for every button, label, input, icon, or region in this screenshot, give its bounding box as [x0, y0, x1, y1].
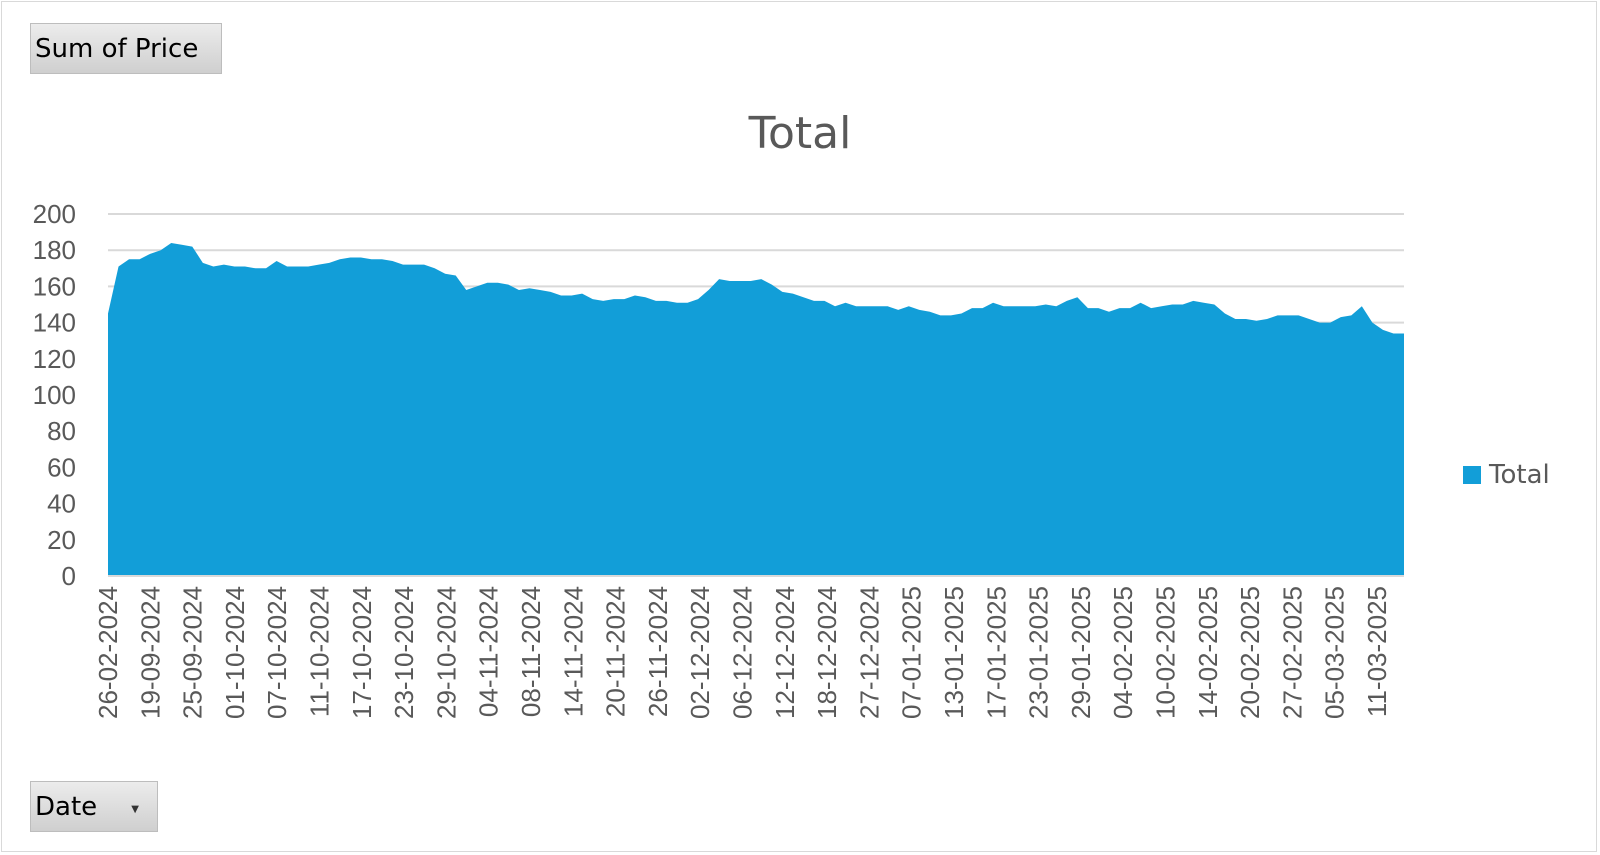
x-tick-label: 11-10-2024 — [305, 586, 335, 717]
x-tick-label: 17-10-2024 — [347, 586, 377, 719]
y-tick-label: 60 — [47, 452, 76, 482]
area-series-total — [108, 242, 1404, 576]
x-tick-label: 07-01-2025 — [897, 586, 927, 719]
x-tick-label: 29-01-2025 — [1066, 586, 1096, 719]
x-tick-label: 26-02-2024 — [93, 586, 123, 719]
x-tick-label: 04-11-2024 — [474, 586, 504, 717]
x-tick-label: 26-11-2024 — [643, 586, 673, 717]
y-tick-label: 40 — [47, 489, 76, 519]
y-tick-label: 140 — [33, 308, 76, 338]
y-tick-label: 0 — [62, 561, 76, 591]
y-tick-label: 200 — [33, 199, 76, 229]
x-tick-label: 27-12-2024 — [854, 586, 884, 719]
x-tick-label: 14-02-2025 — [1193, 586, 1223, 719]
x-tick-label: 20-11-2024 — [601, 586, 631, 717]
x-tick-label: 08-11-2024 — [516, 586, 546, 717]
x-tick-label: 13-01-2025 — [939, 586, 969, 719]
y-tick-label: 160 — [33, 271, 76, 301]
y-tick-label: 120 — [33, 344, 76, 374]
legend-swatch — [1463, 466, 1481, 484]
legend-label: Total — [1489, 460, 1550, 490]
x-tick-label: 02-12-2024 — [685, 586, 715, 719]
legend: Total — [1463, 460, 1550, 490]
x-tick-label: 23-01-2025 — [1024, 586, 1054, 719]
axis-field-button[interactable]: Date ▼ — [30, 781, 158, 832]
x-tick-label: 23-10-2024 — [389, 586, 419, 719]
chevron-down-icon[interactable]: ▼ — [131, 804, 139, 815]
y-tick-label: 100 — [33, 380, 76, 410]
x-tick-label: 05-03-2025 — [1320, 586, 1350, 719]
x-tick-label: 10-02-2025 — [1151, 586, 1181, 719]
y-tick-label: 180 — [33, 235, 76, 265]
x-tick-label: 18-12-2024 — [812, 586, 842, 719]
x-tick-label: 14-11-2024 — [558, 586, 588, 717]
x-tick-label: 29-10-2024 — [431, 586, 461, 719]
x-tick-label: 12-12-2024 — [770, 586, 800, 719]
value-field-button[interactable]: Sum of Price — [30, 23, 222, 74]
x-tick-label: 25-09-2024 — [178, 586, 208, 719]
y-tick-label: 20 — [47, 525, 76, 555]
x-tick-label: 07-10-2024 — [262, 586, 292, 719]
x-tick-label: 06-12-2024 — [728, 586, 758, 719]
chart-title: Total — [748, 108, 852, 159]
x-tick-label: 04-02-2025 — [1108, 586, 1138, 719]
x-tick-label: 11-03-2025 — [1362, 586, 1392, 717]
x-tick-label: 17-01-2025 — [981, 586, 1011, 719]
x-tick-label: 20-02-2025 — [1235, 586, 1265, 719]
axis-field-label: Date — [35, 791, 98, 822]
y-tick-label: 80 — [47, 416, 76, 446]
x-tick-label: 27-02-2025 — [1277, 586, 1307, 719]
x-tick-label: 01-10-2024 — [220, 586, 250, 719]
value-field-label: Sum of Price — [35, 33, 199, 64]
x-tick-label: 19-09-2024 — [135, 586, 165, 719]
